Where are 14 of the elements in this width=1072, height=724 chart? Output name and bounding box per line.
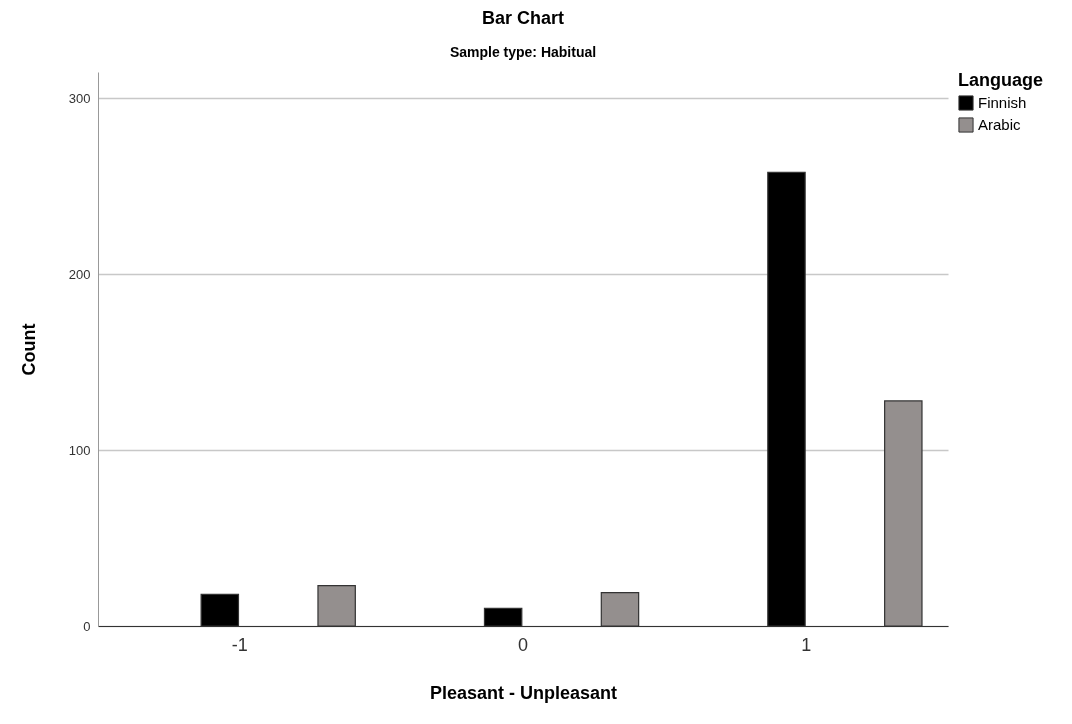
legend-title: Language	[958, 70, 1044, 90]
y-tick-label: 0	[83, 618, 91, 634]
x-tick-label: 0	[517, 634, 529, 655]
x-axis-title: Pleasant - Unpleasant	[429, 682, 618, 703]
x-tick-label: 1	[801, 634, 812, 655]
y-tick-label: 300	[68, 90, 91, 106]
legend-label: Finnish	[978, 94, 1027, 111]
legend-label: Arabic	[978, 116, 1022, 133]
chart-subtitle: Sample type: Habitual	[449, 44, 597, 60]
y-tick-label: 200	[68, 266, 91, 282]
chart-title: Bar Chart	[481, 8, 565, 28]
y-tick-label: 100	[68, 442, 91, 458]
x-tick-label: -1	[231, 634, 248, 655]
y-axis-title: Count	[18, 323, 39, 376]
